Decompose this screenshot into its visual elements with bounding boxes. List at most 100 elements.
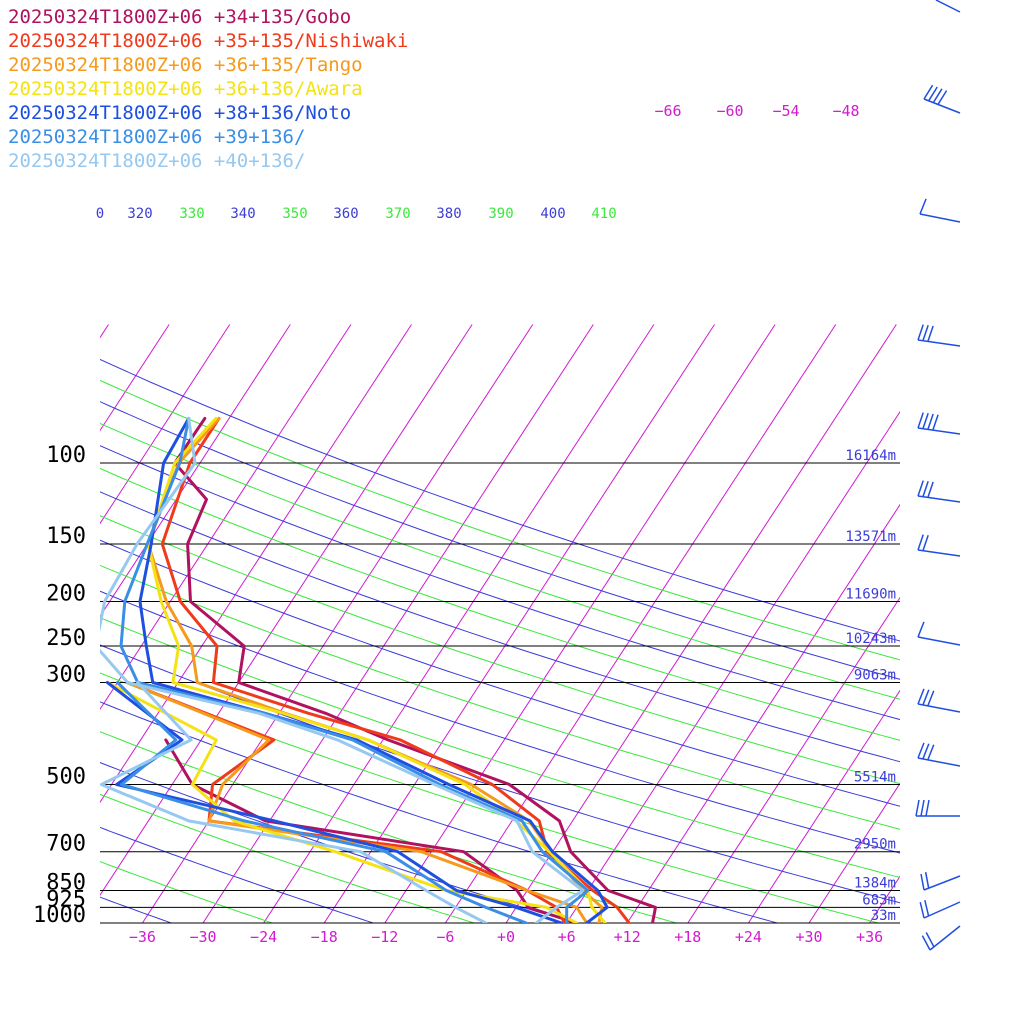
dry-adiabat-line bbox=[100, 564, 900, 830]
dry-adiabat-line bbox=[100, 590, 900, 854]
theta-label: 350 bbox=[282, 206, 307, 222]
upper-isotherm-label: −48 bbox=[832, 102, 859, 120]
wind-barb-flag bbox=[921, 935, 931, 951]
temperature-tick-label: +24 bbox=[735, 928, 762, 946]
wind-barb-flag bbox=[927, 413, 934, 430]
temperature-tick-label: −24 bbox=[250, 928, 277, 946]
legend-entry: 20250324T1800Z+06 +36+135/Tango bbox=[8, 54, 363, 76]
dry-adiabat-line bbox=[100, 358, 900, 642]
isotherm-line bbox=[869, 875, 900, 923]
wind-barb-flag bbox=[922, 535, 929, 551]
temperature-tick-label: +30 bbox=[795, 928, 822, 946]
wind-barb-shaft bbox=[917, 495, 961, 503]
wind-barb-flag bbox=[919, 198, 927, 215]
wind-barb-flag bbox=[922, 689, 930, 706]
dry-adiabat-line bbox=[100, 672, 881, 923]
theta-label: 330 bbox=[179, 206, 204, 222]
pressure-tick-label: 250 bbox=[46, 626, 86, 651]
axis-labels: 100 16164m 150 13571m 200 11690m 250 10243m 300 9… bbox=[33, 102, 896, 946]
dry-adiabat-line bbox=[100, 379, 900, 661]
dry-adiabat-line bbox=[100, 617, 900, 879]
dewpoint-trace bbox=[116, 681, 528, 923]
height-label: 13571m bbox=[845, 529, 896, 545]
isotherm-line bbox=[263, 324, 655, 923]
wind-barb-flag bbox=[927, 690, 935, 707]
dry-adiabat-line bbox=[100, 401, 900, 680]
height-label: 2950m bbox=[854, 837, 896, 853]
wind-barb-flag bbox=[917, 534, 924, 551]
pressure-tick-label: 700 bbox=[46, 832, 86, 857]
dry-adiabat-line bbox=[100, 644, 900, 904]
pressure-tick-label: 200 bbox=[46, 581, 86, 606]
isotherm-line bbox=[808, 782, 900, 923]
theta-label: 410 bbox=[591, 206, 616, 222]
isotherm-line bbox=[687, 596, 900, 923]
legend-entry: 20250324T1800Z+06 +39+136/ bbox=[8, 126, 305, 148]
height-label: 9063m bbox=[854, 667, 896, 683]
dry-adiabat-line bbox=[100, 896, 173, 923]
isotherm-line bbox=[0, 325, 48, 923]
height-label: 33m bbox=[871, 908, 896, 924]
wind-barb-shaft bbox=[917, 339, 961, 347]
isotherm-line bbox=[747, 689, 900, 923]
pressure-tick-label: 1000 bbox=[33, 903, 86, 928]
wind-barb-flag bbox=[922, 413, 929, 429]
wind-barb-flag bbox=[917, 688, 925, 705]
wind-barb-flag bbox=[917, 621, 925, 638]
height-label: 10243m bbox=[845, 631, 896, 647]
isotherm-line bbox=[323, 324, 715, 923]
isobar-grid bbox=[100, 462, 900, 924]
dry-adiabat-line bbox=[100, 539, 900, 807]
wind-barb-flag bbox=[919, 901, 925, 919]
temperature-tick-label: −36 bbox=[129, 928, 156, 946]
isotherm-line bbox=[202, 324, 594, 923]
theta-label: 380 bbox=[436, 206, 461, 222]
wind-barbs bbox=[915, 0, 961, 951]
wind-barb-shaft bbox=[935, 0, 961, 13]
legend-entry: 20250324T1800Z+06 +40+136/ bbox=[8, 150, 305, 172]
wind-barb-flag bbox=[937, 90, 948, 105]
dry-adiabat-line bbox=[100, 515, 900, 785]
height-label: 11690m bbox=[845, 586, 896, 602]
wind-barb-flag bbox=[922, 481, 929, 497]
isotherm-line bbox=[100, 324, 170, 432]
wind-barb-shaft bbox=[917, 636, 961, 646]
pressure-tick-label: 300 bbox=[46, 662, 86, 687]
height-label: 16164m bbox=[845, 448, 896, 464]
temperature-tick-label: −6 bbox=[436, 928, 454, 946]
temperature-tick-label: −12 bbox=[371, 928, 398, 946]
isotherm-line bbox=[930, 325, 1024, 923]
height-label: 683m bbox=[862, 892, 896, 908]
dry-adiabat-line bbox=[100, 793, 476, 923]
dewpoint-trace bbox=[105, 681, 579, 923]
isotherm-line bbox=[384, 324, 776, 923]
theta-label: 390 bbox=[488, 206, 513, 222]
wind-barb-flag bbox=[928, 86, 938, 102]
theta-label: 400 bbox=[540, 206, 565, 222]
wind-barb-flag bbox=[922, 743, 930, 760]
temperature-tick-label: +18 bbox=[674, 928, 701, 946]
theta-label: 340 bbox=[230, 206, 255, 222]
temperature-tick-label: +12 bbox=[614, 928, 641, 946]
upper-isotherm-label: −54 bbox=[772, 102, 799, 120]
dry-adiabat-line bbox=[100, 467, 900, 741]
temperature-tick-label: +36 bbox=[856, 928, 883, 946]
dry-adiabat-line bbox=[100, 826, 375, 923]
temperature-trace bbox=[160, 416, 631, 923]
wind-barb-flag bbox=[927, 325, 934, 342]
dry-adiabat-line bbox=[100, 491, 900, 763]
dewpoint-trace bbox=[105, 681, 563, 923]
dewpoint-trace bbox=[164, 738, 579, 923]
isotherm-grid bbox=[0, 324, 1024, 923]
legend-entry: 20250324T1800Z+06 +34+135/Gobo bbox=[8, 6, 351, 28]
wind-barb-shaft bbox=[923, 98, 961, 114]
wind-barb-shaft bbox=[919, 213, 961, 223]
temperature-tick-label: +0 bbox=[497, 928, 515, 946]
isotherm-line bbox=[566, 410, 900, 923]
temperature-tick-label: +6 bbox=[558, 928, 576, 946]
temperature-trace bbox=[100, 416, 585, 923]
wind-barb-flag bbox=[917, 412, 924, 429]
dry-adiabat-line bbox=[100, 445, 900, 721]
wind-barb-flag bbox=[925, 799, 930, 817]
pressure-tick-label: 500 bbox=[46, 765, 86, 790]
